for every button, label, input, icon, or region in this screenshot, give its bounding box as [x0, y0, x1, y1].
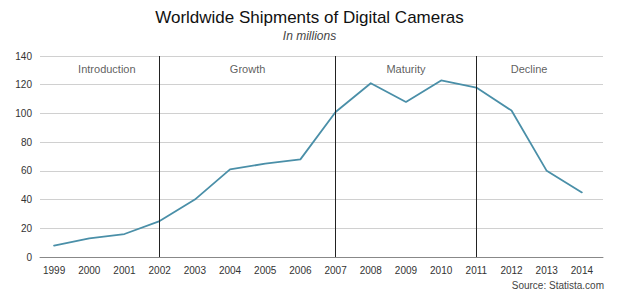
svg-text:Introduction: Introduction — [78, 63, 135, 75]
svg-text:Source: Statista.com: Source: Statista.com — [512, 280, 604, 291]
svg-text:2012: 2012 — [500, 265, 523, 276]
svg-text:80: 80 — [21, 137, 33, 148]
svg-text:Decline: Decline — [511, 63, 548, 75]
svg-text:2001: 2001 — [113, 265, 136, 276]
svg-text:Worldwide Shipments of Digital: Worldwide Shipments of Digital Cameras — [155, 8, 464, 27]
svg-text:2014: 2014 — [571, 265, 594, 276]
svg-text:20: 20 — [21, 223, 33, 234]
svg-text:Growth: Growth — [230, 63, 265, 75]
svg-text:2011: 2011 — [466, 265, 488, 276]
svg-text:2006: 2006 — [289, 265, 312, 276]
svg-text:2003: 2003 — [184, 265, 207, 276]
svg-text:140: 140 — [15, 51, 32, 62]
svg-text:100: 100 — [15, 108, 32, 119]
svg-text:2002: 2002 — [149, 265, 172, 276]
svg-text:2010: 2010 — [430, 265, 453, 276]
svg-text:Maturity: Maturity — [386, 63, 426, 75]
svg-text:2009: 2009 — [395, 265, 418, 276]
svg-text:2008: 2008 — [360, 265, 383, 276]
svg-text:2000: 2000 — [78, 265, 101, 276]
svg-text:2013: 2013 — [536, 265, 559, 276]
svg-text:0: 0 — [26, 252, 32, 263]
svg-text:1999: 1999 — [43, 265, 66, 276]
svg-text:2007: 2007 — [324, 265, 347, 276]
svg-text:60: 60 — [21, 165, 33, 176]
svg-text:2004: 2004 — [219, 265, 242, 276]
svg-text:2005: 2005 — [254, 265, 277, 276]
svg-text:In millions: In millions — [283, 29, 336, 43]
svg-text:120: 120 — [15, 79, 32, 90]
svg-text:40: 40 — [21, 194, 33, 205]
